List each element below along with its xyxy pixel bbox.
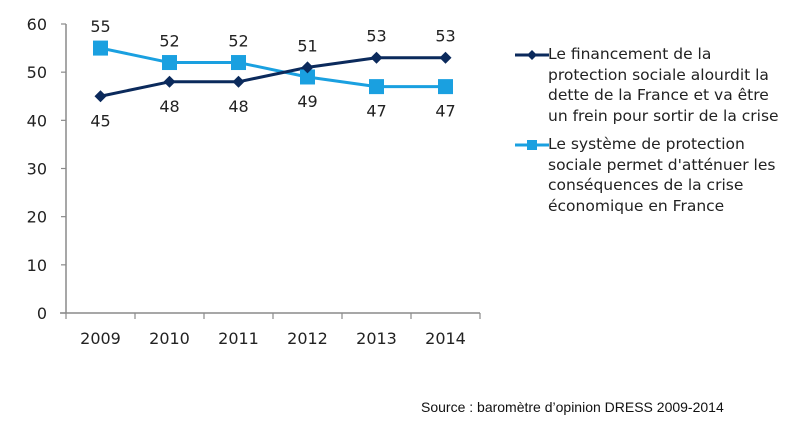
x-tick-label: 2014 <box>425 329 466 348</box>
y-tick-label: 0 <box>37 304 47 323</box>
data-labels: 45 48 48 51 53 53 55 52 52 49 47 47 <box>90 17 455 130</box>
data-label: 52 <box>228 32 248 51</box>
x-tick-label: 2009 <box>80 329 121 348</box>
y-tick-label: 50 <box>27 63 47 82</box>
data-label: 48 <box>228 97 248 116</box>
data-label: 52 <box>159 32 179 51</box>
legend-diamond-marker-icon <box>515 50 549 60</box>
source-note: Source : baromètre d’opinion DRESS 2009-… <box>421 399 724 415</box>
data-label: 53 <box>435 27 455 46</box>
diamond-marker <box>94 90 107 103</box>
legend-item-systeme: Le système de protection sociale permet … <box>508 134 788 216</box>
data-label: 49 <box>297 92 317 111</box>
data-label: 51 <box>297 36 317 55</box>
y-tick-label: 60 <box>27 15 47 34</box>
data-label: 55 <box>90 17 110 36</box>
y-tick-label: 10 <box>27 256 47 275</box>
x-tick-label: 2013 <box>356 329 397 348</box>
square-marker <box>231 55 246 71</box>
data-label: 48 <box>159 97 179 116</box>
y-tick-label: 30 <box>27 160 47 179</box>
diamond-marker <box>370 51 383 64</box>
legend-label: Le financement de la protection sociale … <box>548 45 779 125</box>
diamond-marker <box>301 61 314 74</box>
square-marker <box>162 55 177 71</box>
data-label: 45 <box>90 111 110 130</box>
square-marker <box>438 79 453 95</box>
diamond-marker <box>163 75 176 88</box>
square-marker <box>300 69 315 85</box>
y-tick-label: 40 <box>27 111 47 130</box>
data-label: 53 <box>366 27 386 46</box>
diamond-marker <box>232 75 245 88</box>
legend: Le financement de la protection sociale … <box>508 44 788 224</box>
data-label: 47 <box>435 102 455 121</box>
square-marker <box>93 40 108 56</box>
x-tick-label: 2010 <box>149 329 190 348</box>
series-line <box>100 46 446 89</box>
data-label: 47 <box>366 102 386 121</box>
series-layer <box>93 40 453 103</box>
x-tick-label: 2012 <box>287 329 328 348</box>
y-tick-label: 20 <box>27 208 47 227</box>
legend-label: Le système de protection sociale permet … <box>548 135 776 215</box>
x-tick-label: 2011 <box>218 329 259 348</box>
diamond-marker <box>439 51 452 64</box>
legend-item-financement: Le financement de la protection sociale … <box>508 44 788 126</box>
axes: 0 10 20 30 40 50 60 2009 2010 2011 2012 2013 2014 <box>27 15 481 348</box>
legend-square-marker-icon <box>515 140 549 150</box>
series-line <box>100 56 446 98</box>
square-marker <box>369 79 384 95</box>
